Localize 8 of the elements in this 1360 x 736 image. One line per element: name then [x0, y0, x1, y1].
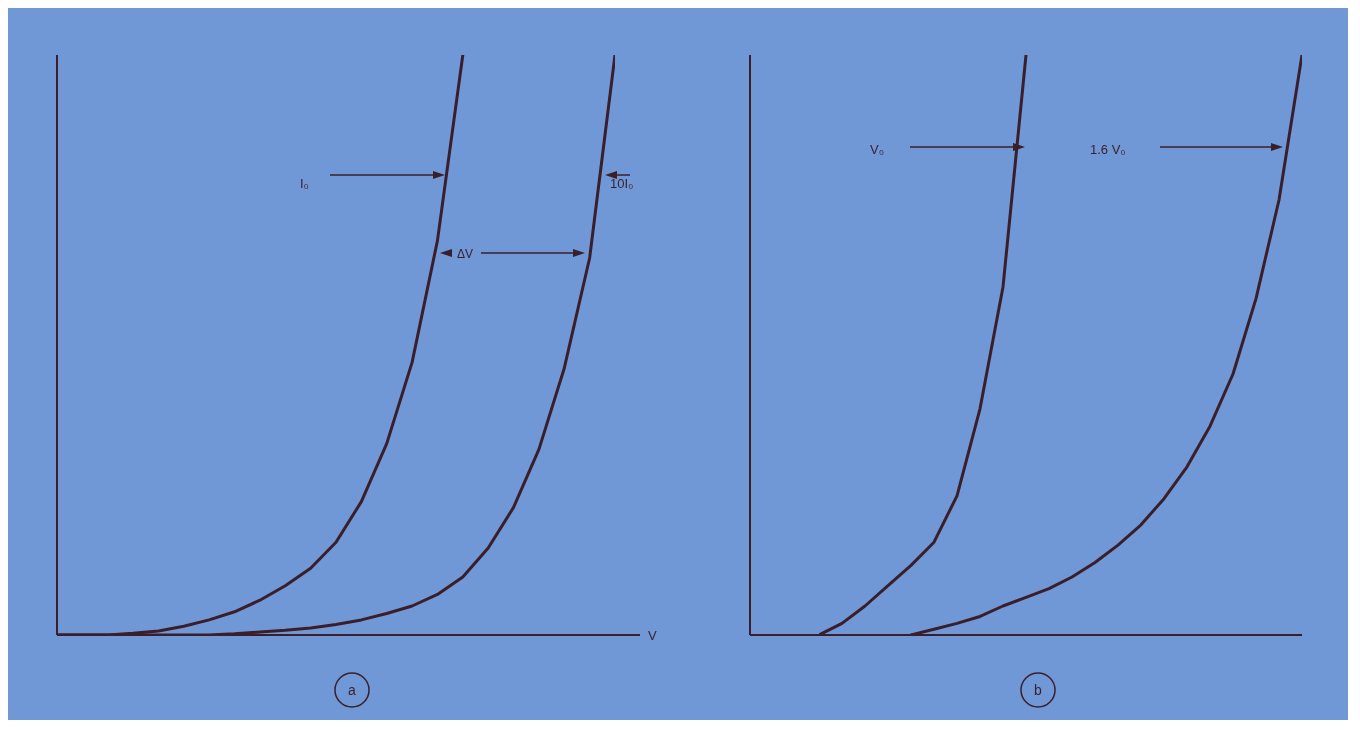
text: a: [348, 682, 357, 698]
text: b: [1034, 682, 1043, 698]
annotation: ΔV: [456, 247, 474, 261]
annotation: 1.6 V₀: [1090, 142, 1126, 157]
annotation: V₀: [870, 142, 885, 157]
annotation: 10I₀: [610, 176, 634, 191]
annotation: I₀: [300, 176, 310, 191]
x-axis-title: V: [648, 628, 657, 643]
